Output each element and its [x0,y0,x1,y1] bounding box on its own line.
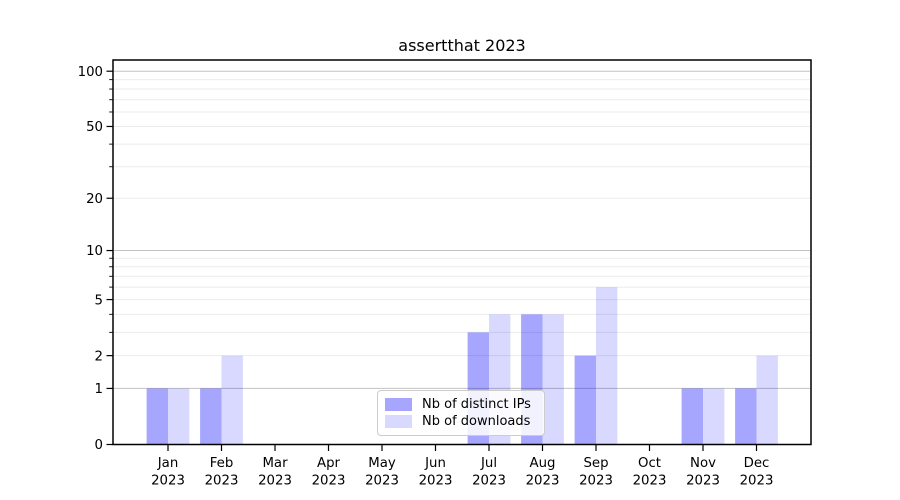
x-tick-label-year: 2023 [419,474,453,489]
legend-swatch-downloads [385,415,412,429]
y-tick-label: 1 [95,382,103,397]
y-tick-label: 10 [86,244,103,259]
y-tick-label: 20 [86,192,103,207]
y-tick-label: 100 [78,65,103,80]
bar-jan-downloads [168,388,190,445]
x-tick-label-month: Jun [424,456,446,471]
legend-item-distinct-ips: Nb of distinct IPs [385,397,537,412]
bar-feb-ips [200,388,222,445]
bar-aug-downloads [542,314,564,445]
legend: Nb of distinct IPs Nb of downloads [377,390,545,436]
y-tick-label: 5 [95,293,103,308]
x-tick-label-month: Jul [480,456,497,471]
x-tick-label-year: 2023 [633,474,667,489]
x-tick-label-month: Mar [262,456,288,471]
bar-nov-ips [681,388,703,445]
x-tick-label-year: 2023 [472,474,506,489]
x-tick-label-month: May [368,456,396,471]
x-tick-label-month: Sep [583,456,608,471]
x-tick-label-year: 2023 [312,474,346,489]
x-tick-label-month: Feb [210,456,234,471]
x-tick-label-month: Dec [744,456,770,471]
y-tick-label: 0 [95,438,103,453]
plot-frame [112,59,812,446]
x-tick-label-month: Aug [530,456,556,471]
x-tick-label-year: 2023 [740,474,774,489]
x-tick-label-year: 2023 [686,474,720,489]
legend-label-distinct-ips: Nb of distinct IPs [422,396,531,412]
x-tick-label-month: Apr [317,456,341,471]
x-tick-label-year: 2023 [579,474,613,489]
x-tick-label-month: Jan [157,456,179,471]
x-tick-label-month: Oct [638,456,661,471]
bar-sep-downloads [596,287,618,445]
y-tick-label: 50 [86,120,103,135]
legend-item-downloads: Nb of downloads [385,414,537,429]
bar-feb-downloads [221,355,243,445]
x-tick-label-year: 2023 [151,474,185,489]
bar-sep-ips [574,355,596,445]
x-tick-label-year: 2023 [258,474,292,489]
legend-swatch-distinct-ips [385,397,412,411]
bar-dec-ips [735,388,757,445]
x-tick-label-year: 2023 [526,474,560,489]
x-tick-label-month: Nov [690,456,716,471]
legend-label-downloads: Nb of downloads [422,414,531,430]
bar-dec-downloads [756,355,778,445]
x-tick-label-year: 2023 [205,474,239,489]
y-tick-label: 2 [95,349,103,364]
bar-nov-downloads [703,388,725,445]
x-tick-label-year: 2023 [365,474,399,489]
bar-jan-ips [146,388,168,445]
chart-title: assertthat 2023 [398,36,526,55]
